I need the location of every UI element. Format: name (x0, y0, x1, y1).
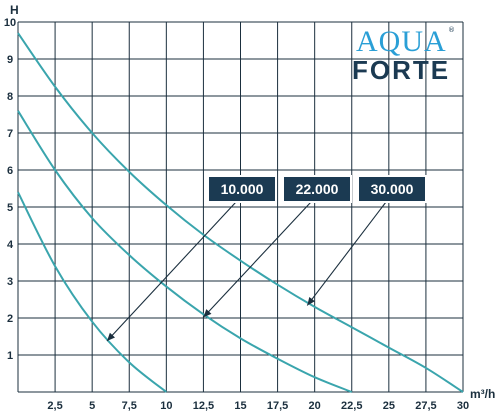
aquaforte-logo: AQUA ® FORTE (352, 25, 455, 85)
x-tick-label: 7,5 (122, 400, 137, 412)
label-pointer-line (106, 201, 237, 342)
label-pointer-line (306, 201, 387, 306)
y-tick-label: 4 (7, 239, 14, 251)
series-label: 10.000 (221, 181, 264, 197)
series-label: 30.000 (371, 181, 414, 197)
label-pointer-line (203, 201, 312, 318)
series-labels: 10.000 22.000 30.000 (207, 175, 427, 203)
x-tick-label: 2,5 (47, 400, 62, 412)
series-line-22.000 (17, 110, 353, 393)
y-tick-label: 8 (7, 91, 13, 103)
x-tick-label: 22,5 (341, 400, 362, 412)
logo-bottom-text: FORTE (352, 55, 450, 85)
series-line-30.000 (17, 32, 464, 393)
y-tick-label: 3 (7, 276, 13, 288)
x-axis-title: m³/h (470, 387, 495, 401)
y-tick-label: 10 (4, 17, 16, 29)
y-tick-label: 6 (7, 165, 13, 177)
curves (17, 32, 464, 393)
x-tick-label: 20 (309, 400, 321, 412)
x-axis-ticks: 2,5 5 7,5 10 12,5 15 17,5 20 22,5 25 27,5 30 (47, 400, 469, 412)
x-tick-label: 17,5 (267, 400, 288, 412)
y-axis-title: H (10, 3, 19, 17)
y-tick-label: 1 (7, 350, 13, 362)
arrow-head (307, 296, 315, 306)
arrow-head (107, 332, 116, 341)
logo-registered-mark: ® (448, 26, 455, 34)
series-label-box (207, 175, 277, 203)
x-tick-label: 12,5 (193, 400, 214, 412)
x-tick-label: 30 (457, 400, 469, 412)
series-line-10.000 (17, 191, 167, 393)
series-label: 22.000 (296, 181, 339, 197)
y-tick-label: 7 (7, 128, 13, 140)
y-tick-label: 5 (7, 202, 13, 214)
series-label-box (357, 175, 427, 203)
x-tick-label: 25 (383, 400, 395, 412)
series-label-box (282, 175, 352, 203)
x-tick-label: 10 (160, 400, 172, 412)
x-tick-label: 27,5 (415, 400, 436, 412)
y-tick-label: 9 (7, 54, 13, 66)
y-axis-ticks: 1 2 3 4 5 6 7 8 9 10 (4, 17, 16, 362)
x-tick-label: 5 (89, 400, 95, 412)
x-tick-label: 15 (234, 400, 246, 412)
grid (17, 21, 464, 393)
logo-top-text: AQUA (356, 25, 447, 58)
y-tick-label: 2 (7, 313, 13, 325)
arrow-head (203, 309, 212, 318)
pointers (106, 201, 387, 342)
